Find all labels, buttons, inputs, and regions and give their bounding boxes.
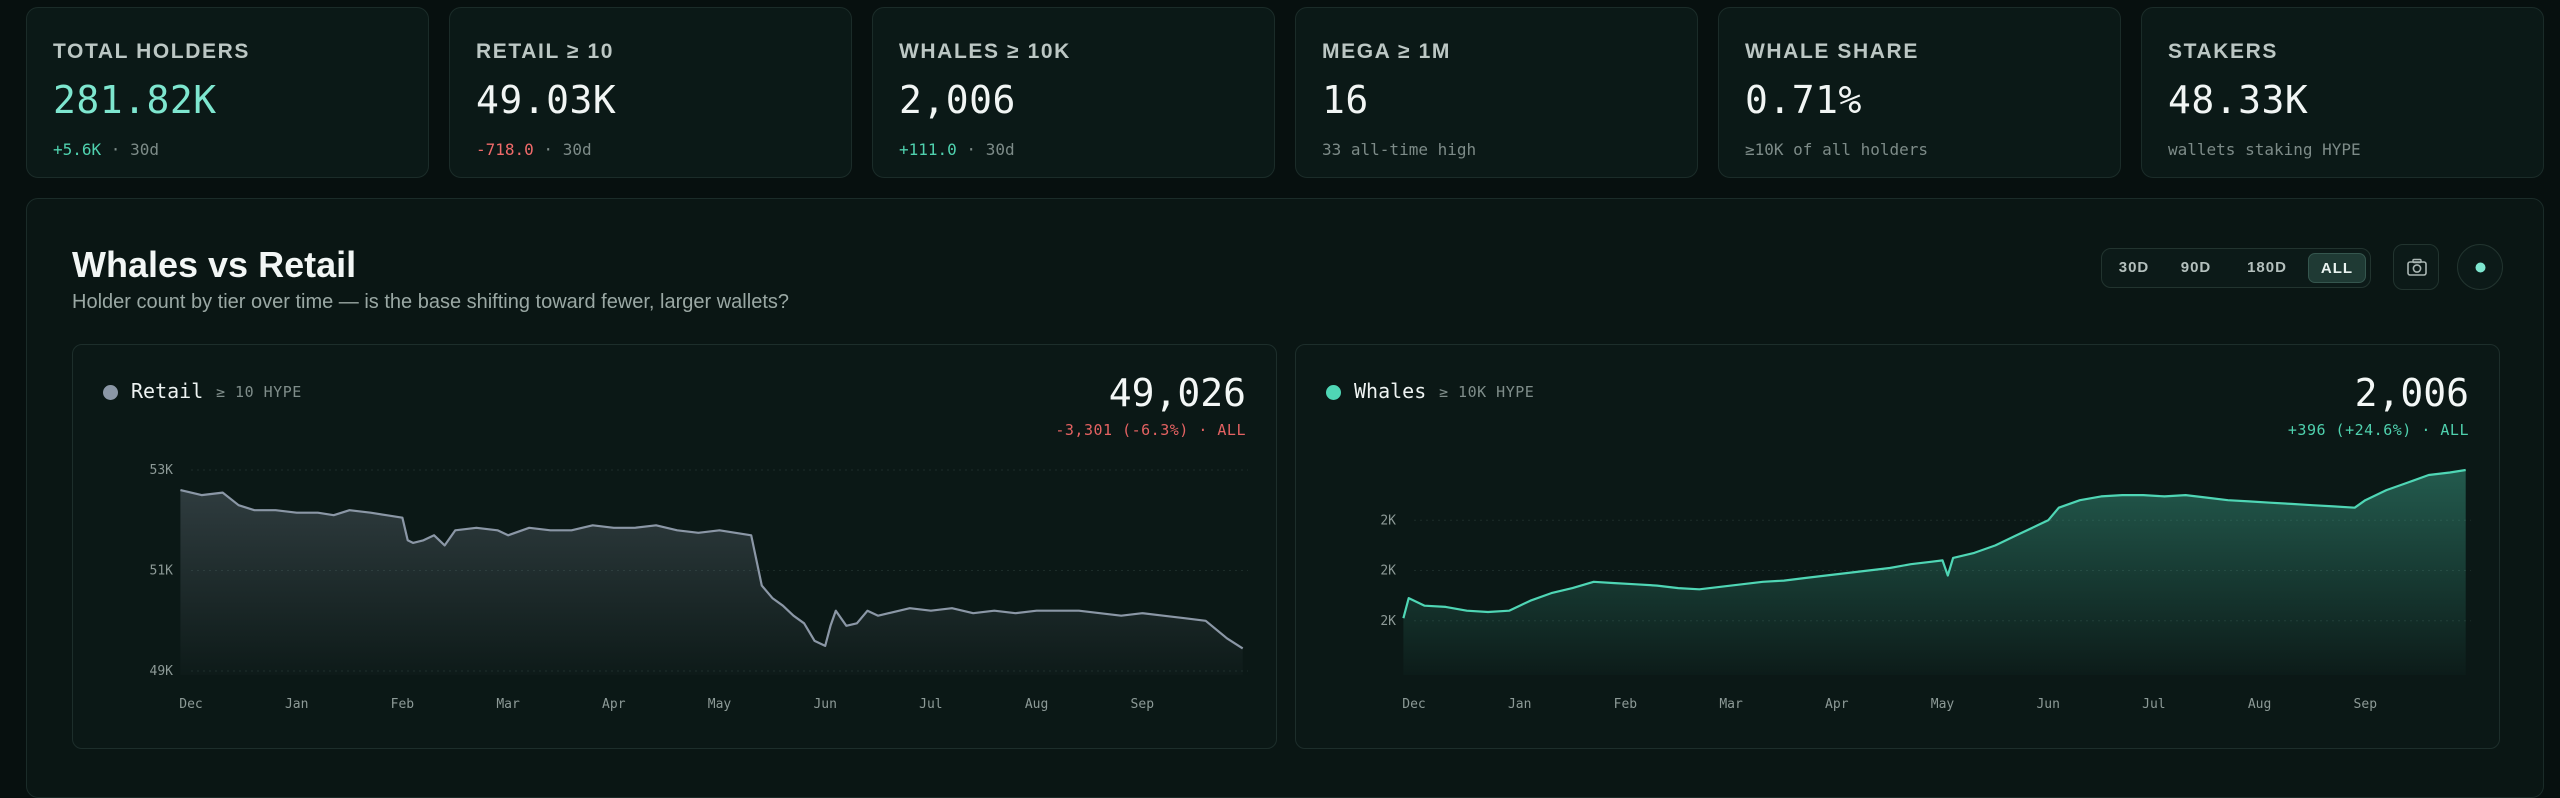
time-range-selector: 30D 90D 180D ALL bbox=[2101, 248, 2371, 288]
x-tick-label: Feb bbox=[391, 697, 415, 712]
whales-change: +396 (+24.6%) · ALL bbox=[2287, 421, 2469, 439]
stat-label: TOTAL HOLDERS bbox=[53, 40, 250, 63]
stat-sub: -718.0 · 30d bbox=[476, 140, 592, 159]
retail-chart: 53K 51K 49K Dec Jan Feb Mar Apr May Jun Jul Aug Sep bbox=[150, 463, 1248, 712]
stats-row: TOTAL HOLDERS 281.82K +5.6K · 30d RETAIL ≥ … bbox=[26, 7, 2544, 178]
stat-value: 16 bbox=[1322, 78, 1369, 122]
stat-sub: 33 all-time high bbox=[1322, 140, 1476, 159]
screenshot-button[interactable] bbox=[2393, 244, 2439, 290]
panel-subtitle: Holder count by tier over time — is the … bbox=[72, 291, 789, 313]
stat-change: wallets staking HYPE bbox=[2168, 140, 2361, 159]
stat-period: · 30d bbox=[533, 140, 592, 159]
x-tick-label: Jul bbox=[919, 697, 942, 712]
x-tick-label: Dec bbox=[1402, 697, 1425, 712]
stat-change: +5.6K bbox=[53, 140, 102, 159]
stat-card: WHALE SHARE 0.71% ≥10K of all holders bbox=[1718, 7, 2121, 178]
retail-threshold: ≥ 10 HYPE bbox=[216, 383, 302, 401]
y-tick-label: 49K bbox=[150, 664, 174, 679]
stat-value: 49.03K bbox=[476, 78, 617, 122]
stat-value: 48.33K bbox=[2168, 78, 2309, 122]
x-tick-label: Apr bbox=[602, 697, 626, 712]
stat-value: 281.82K bbox=[53, 78, 217, 122]
y-tick-label: 2K bbox=[1380, 513, 1396, 528]
range-option-180d[interactable]: 180D bbox=[2247, 259, 2287, 276]
y-tick-label: 51K bbox=[150, 564, 174, 579]
x-tick-label: Feb bbox=[1614, 697, 1638, 712]
stat-change: 33 all-time high bbox=[1322, 140, 1477, 159]
stat-label: STAKERS bbox=[2168, 40, 2278, 63]
retail-series-name: Retail bbox=[131, 379, 204, 403]
stat-sub: wallets staking HYPE bbox=[2168, 140, 2361, 159]
series-line bbox=[180, 489, 1244, 650]
range-option-all[interactable]: ALL bbox=[2308, 253, 2366, 283]
stat-label: WHALE SHARE bbox=[1745, 40, 1919, 63]
retail-legend-dot bbox=[103, 385, 118, 400]
stat-change: +111.0 bbox=[899, 140, 957, 159]
series-area bbox=[1403, 470, 2466, 675]
stat-card: RETAIL ≥ 10 49.03K -718.0 · 30d bbox=[449, 7, 852, 178]
stat-sub: +5.6K · 30d bbox=[53, 140, 159, 159]
x-tick-label: Sep bbox=[2354, 697, 2378, 712]
x-tick-label: Dec bbox=[179, 697, 202, 712]
whales-chart-card: Whales ≥ 10K HYPE 2,006 +396 (+24.6%) · … bbox=[1295, 344, 2500, 749]
stat-change: -718.0 bbox=[476, 140, 534, 159]
live-status-button[interactable] bbox=[2457, 244, 2503, 290]
stat-card: STAKERS 48.33K wallets staking HYPE bbox=[2141, 7, 2544, 178]
stat-label: RETAIL ≥ 10 bbox=[476, 40, 615, 63]
y-tick-label: 2K bbox=[1380, 564, 1396, 579]
whales-legend-dot bbox=[1326, 385, 1341, 400]
retail-chart-card: Retail ≥ 10 HYPE 49,026 -3,301 (-6.3%) ·… bbox=[72, 344, 1277, 749]
stat-period: · 30d bbox=[101, 140, 159, 159]
stat-label: MEGA ≥ 1M bbox=[1322, 40, 1451, 63]
x-tick-label: Jan bbox=[1508, 697, 1531, 712]
retail-change: -3,301 (-6.3%) · ALL bbox=[1055, 421, 1246, 439]
x-tick-label: Jan bbox=[285, 697, 308, 712]
retail-current-value: 49,026 bbox=[1108, 371, 1246, 415]
stat-card: MEGA ≥ 1M 16 33 all-time high bbox=[1295, 7, 1698, 178]
x-tick-label: May bbox=[708, 697, 732, 712]
stat-period: · 30d bbox=[956, 140, 1015, 159]
whales-current-value: 2,006 bbox=[2354, 371, 2469, 415]
x-tick-label: Aug bbox=[2248, 697, 2271, 712]
y-tick-label: 2K bbox=[1380, 614, 1396, 629]
stat-value: 0.71% bbox=[1745, 78, 1862, 122]
x-tick-label: Sep bbox=[1131, 697, 1155, 712]
range-option-30d[interactable]: 30D bbox=[2118, 259, 2150, 276]
x-tick-label: Mar bbox=[496, 697, 520, 712]
whales-vs-retail-panel: Whales vs Retail Holder count by tier ov… bbox=[26, 198, 2544, 798]
stat-value: 2,006 bbox=[899, 78, 1016, 122]
y-tick-label: 53K bbox=[150, 463, 174, 478]
stat-sub: +111.0 · 30d bbox=[899, 140, 1015, 159]
series-area bbox=[180, 490, 1243, 675]
whales-series-name: Whales bbox=[1354, 379, 1427, 403]
stat-card: WHALES ≥ 10K 2,006 +111.0 · 30d bbox=[872, 7, 1275, 178]
status-dot-icon bbox=[2475, 262, 2486, 273]
stat-card: TOTAL HOLDERS 281.82K +5.6K · 30d bbox=[26, 7, 429, 178]
x-tick-label: Jun bbox=[813, 697, 836, 712]
x-tick-label: Jul bbox=[2142, 697, 2165, 712]
camera-icon bbox=[2407, 258, 2427, 276]
stat-sub: ≥10K of all holders bbox=[1745, 140, 1928, 159]
panel-title: Whales vs Retail bbox=[72, 244, 357, 285]
range-option-90d[interactable]: 90D bbox=[2180, 259, 2212, 276]
stat-change: ≥10K of all holders bbox=[1745, 140, 1929, 159]
series-line bbox=[1402, 468, 2466, 619]
x-tick-label: Jun bbox=[2036, 697, 2059, 712]
stat-label: WHALES ≥ 10K bbox=[899, 40, 1071, 63]
whales-threshold: ≥ 10K HYPE bbox=[1439, 383, 1535, 401]
x-tick-label: Apr bbox=[1825, 697, 1849, 712]
whales-chart: 2K 2K 2K Dec Jan Feb Mar Apr May Jun Jul Aug Sep bbox=[1380, 468, 2471, 712]
x-tick-label: Aug bbox=[1025, 697, 1048, 712]
x-tick-label: May bbox=[1931, 697, 1955, 712]
x-tick-label: Mar bbox=[1719, 697, 1743, 712]
